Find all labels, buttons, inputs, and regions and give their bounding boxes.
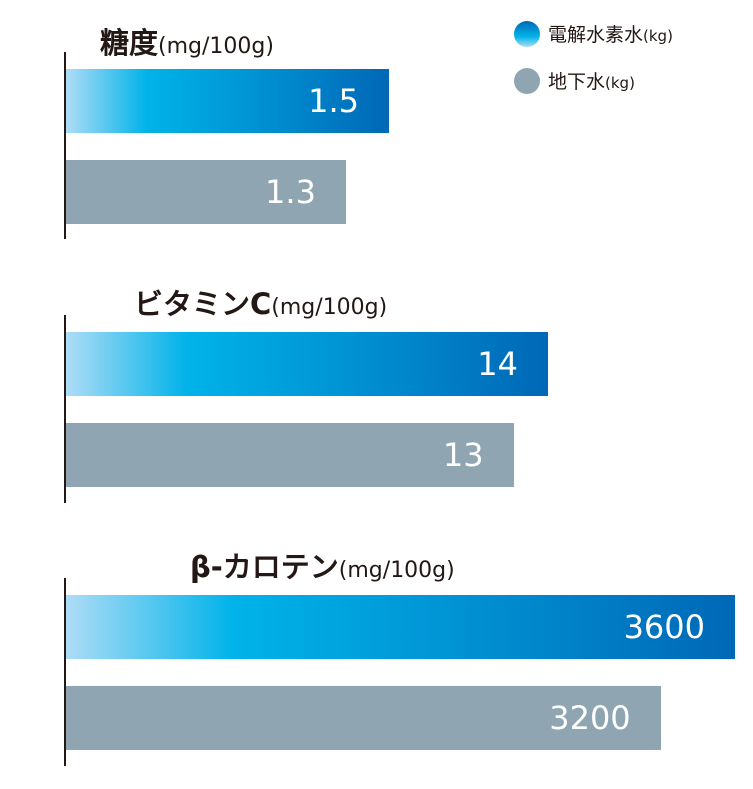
legend-item-hydrogen-water: 電解水素水(kg) bbox=[514, 20, 673, 47]
data-label: 3200 bbox=[549, 699, 631, 737]
data-label: 14 bbox=[477, 345, 518, 383]
bar-hydrogen-water: 3600 bbox=[66, 595, 735, 659]
y-axis-line bbox=[64, 315, 66, 503]
legend-label: 電解水素水(kg) bbox=[548, 24, 673, 46]
legend-label: 地下水(kg) bbox=[548, 71, 635, 93]
bar-groundwater: 1.3 bbox=[66, 160, 346, 224]
data-label: 1.3 bbox=[265, 173, 316, 211]
chart-title: β-カロテン(mg/100g) bbox=[190, 550, 455, 584]
data-label: 13 bbox=[442, 436, 484, 474]
bar-hydrogen-water: 1.5 bbox=[66, 69, 389, 133]
bar-groundwater: 13 bbox=[66, 423, 514, 487]
bar-groundwater: 3200 bbox=[66, 686, 661, 750]
chart-title: 糖度(mg/100g) bbox=[100, 26, 274, 60]
y-axis-line bbox=[64, 52, 66, 239]
legend-dot-icon bbox=[514, 67, 540, 94]
y-axis-line bbox=[64, 578, 66, 766]
bar-hydrogen-water: 14 bbox=[66, 332, 548, 396]
legend-item-groundwater: 地下水(kg) bbox=[514, 67, 635, 94]
data-label: 1.5 bbox=[308, 82, 359, 120]
chart-title: ビタミンC(mg/100g) bbox=[134, 287, 388, 321]
data-label: 3600 bbox=[623, 608, 705, 646]
legend-dot-icon bbox=[514, 20, 540, 47]
